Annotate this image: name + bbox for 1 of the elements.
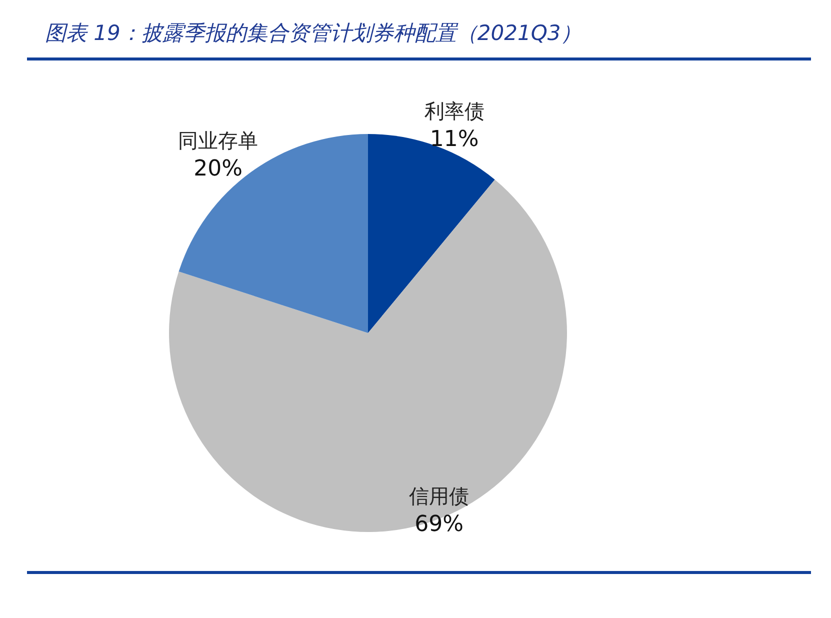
title: 图表 19：披露季报的集合资管计划券种配置（2021Q3） [45,21,582,45]
